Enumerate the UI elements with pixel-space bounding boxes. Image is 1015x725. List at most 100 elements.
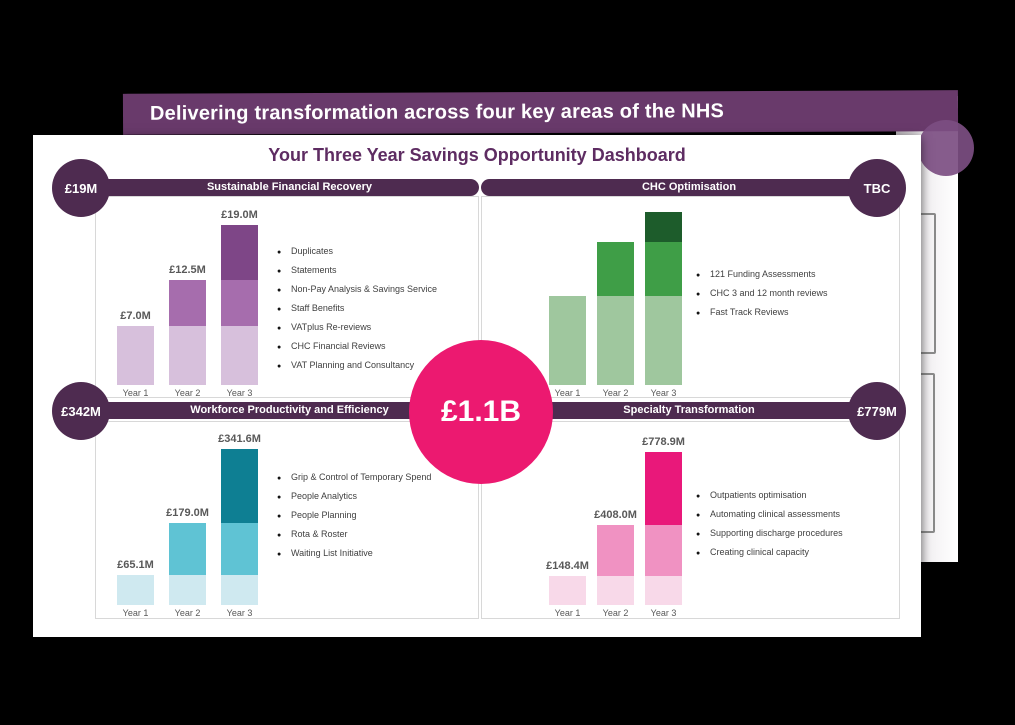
bar-category-label: Year 2 (602, 608, 629, 618)
bar-category-label: Year 2 (174, 388, 201, 398)
bar-category-label: Year 3 (650, 388, 677, 398)
bullet-item: CHC 3 and 12 month reviews (695, 287, 828, 301)
bar-value-label: £65.1M (117, 559, 154, 571)
bar-value-label: £778.9M (642, 436, 685, 448)
bullet-item: Non-Pay Analysis & Savings Service (276, 283, 437, 297)
bar-segment (221, 449, 258, 523)
bar-segment (221, 326, 258, 385)
bullet-list-chc-optimisation: 121 Funding Assessments CHC 3 and 12 mont… (695, 268, 828, 325)
bullet-list-specialty-transformation: Outpatients optimisation Automating clini… (695, 489, 843, 565)
badge-workforce-productivity: £342M (52, 382, 110, 440)
quadrant-panel-specialty-transformation (481, 421, 900, 619)
bar-segment (221, 575, 258, 605)
bar-year-1: £7.0M Year 1 (117, 310, 154, 398)
bar-year-3: £19.0M Year 3 (221, 209, 258, 398)
bar-category-label: Year 1 (122, 608, 149, 618)
bullet-item: Staff Benefits (276, 302, 437, 316)
bar-segment (221, 523, 258, 575)
bullet-item: Grip & Control of Temporary Spend (276, 471, 431, 485)
bar-segment (221, 225, 258, 280)
bullet-item: CHC Financial Reviews (276, 340, 437, 354)
bullet-item: 121 Funding Assessments (695, 268, 828, 282)
bar-year-2: £12.5M Year 2 (169, 264, 206, 398)
bar-category-label: Year 1 (554, 388, 581, 398)
bar-category-label: Year 3 (226, 388, 253, 398)
bar-segment (645, 242, 682, 296)
bullet-item: Rota & Roster (276, 528, 431, 542)
bar-segment (645, 452, 682, 525)
banner-title: Delivering transformation across four ke… (149, 100, 725, 125)
bullet-item: Duplicates (276, 245, 437, 259)
quadrant-panel-chc-optimisation (481, 196, 900, 398)
bar-year-1: £148.4M Year 1 (546, 560, 589, 618)
bar-value-label: £408.0M (594, 509, 637, 521)
bullet-item: Supporting discharge procedures (695, 527, 843, 541)
dashboard-slide: Your Three Year Savings Opportunity Dash… (33, 135, 921, 637)
quadrant-header-sustainable-financial-recovery: Sustainable Financial Recovery (100, 179, 479, 196)
bar-chart-chc-optimisation: Year 1 Year 2 Year 3 (549, 212, 682, 398)
bar-value-label: £7.0M (120, 310, 151, 322)
bullet-list-sustainable-financial-recovery: Duplicates Statements Non-Pay Analysis & S… (276, 245, 437, 378)
bar-category-label: Year 1 (122, 388, 149, 398)
quadrant-header-specialty-transformation: Specialty Transformation (481, 402, 897, 419)
bar-category-label: Year 2 (602, 388, 629, 398)
bar-chart-specialty-transformation: £148.4M Year 1 £408.0M Year 2 £778.9M Year 3 (546, 436, 685, 618)
bar-segment (117, 326, 154, 385)
bullet-item: Creating clinical capacity (695, 546, 843, 560)
bar-year-2: £408.0M Year 2 (594, 509, 637, 618)
bar-segment (645, 525, 682, 576)
bar-segment (645, 212, 682, 242)
bar-value-label: £12.5M (169, 264, 206, 276)
bar-category-label: Year 3 (650, 608, 677, 618)
bar-segment (597, 296, 634, 385)
total-savings-badge: £1.1B (409, 340, 553, 484)
bar-year-2: Year 2 (597, 242, 634, 398)
bar-segment (169, 523, 206, 575)
bar-segment (597, 525, 634, 576)
bar-year-1: Year 1 (549, 296, 586, 398)
bullet-item: Statements (276, 264, 437, 278)
bar-segment (597, 576, 634, 605)
bar-segment (169, 280, 206, 326)
bullet-item: VAT Planning and Consultancy (276, 359, 437, 373)
bar-segment (221, 280, 258, 326)
badge-specialty-transformation: £779M (848, 382, 906, 440)
bullet-item: VATplus Re-reviews (276, 321, 437, 335)
bar-year-3: £778.9M Year 3 (642, 436, 685, 618)
bar-year-3: Year 3 (645, 212, 682, 398)
bar-year-1: £65.1M Year 1 (117, 559, 154, 618)
bar-category-label: Year 3 (226, 608, 253, 618)
bar-category-label: Year 1 (554, 608, 581, 618)
bar-value-label: £19.0M (221, 209, 258, 221)
bar-year-2: £179.0M Year 2 (166, 507, 209, 618)
bullet-item: People Analytics (276, 490, 431, 504)
bar-year-3: £341.6M Year 3 (218, 433, 261, 618)
bar-segment (169, 575, 206, 605)
bar-segment (645, 296, 682, 385)
bullet-item: Fast Track Reviews (695, 306, 828, 320)
slide-banner: Delivering transformation across four ke… (122, 90, 959, 135)
badge-sustainable-financial-recovery: £19M (52, 159, 110, 217)
bullet-item: Waiting List Initiative (276, 547, 431, 561)
decorative-purple-circle (918, 120, 974, 176)
bullet-item: People Planning (276, 509, 431, 523)
bar-category-label: Year 2 (174, 608, 201, 618)
bar-segment (117, 575, 154, 605)
bar-segment (597, 242, 634, 296)
bar-value-label: £179.0M (166, 507, 209, 519)
bar-value-label: £148.4M (546, 560, 589, 572)
bar-segment (549, 576, 586, 605)
bar-segment (645, 576, 682, 605)
bullet-list-workforce-productivity: Grip & Control of Temporary Spend People … (276, 471, 431, 566)
bar-segment (169, 326, 206, 385)
bar-segment (549, 296, 586, 385)
bar-chart-sustainable-financial-recovery: £7.0M Year 1 £12.5M Year 2 £19.0M Year 3 (117, 209, 258, 398)
bar-value-label: £341.6M (218, 433, 261, 445)
quadrant-header-workforce-productivity: Workforce Productivity and Efficiency (100, 402, 479, 419)
bar-chart-workforce-productivity: £65.1M Year 1 £179.0M Year 2 £341.6M Year 3 (117, 433, 261, 618)
bullet-item: Automating clinical assessments (695, 508, 843, 522)
quadrant-header-chc-optimisation: CHC Optimisation (481, 179, 897, 196)
badge-chc-optimisation: TBC (848, 159, 906, 217)
bullet-item: Outpatients optimisation (695, 489, 843, 503)
